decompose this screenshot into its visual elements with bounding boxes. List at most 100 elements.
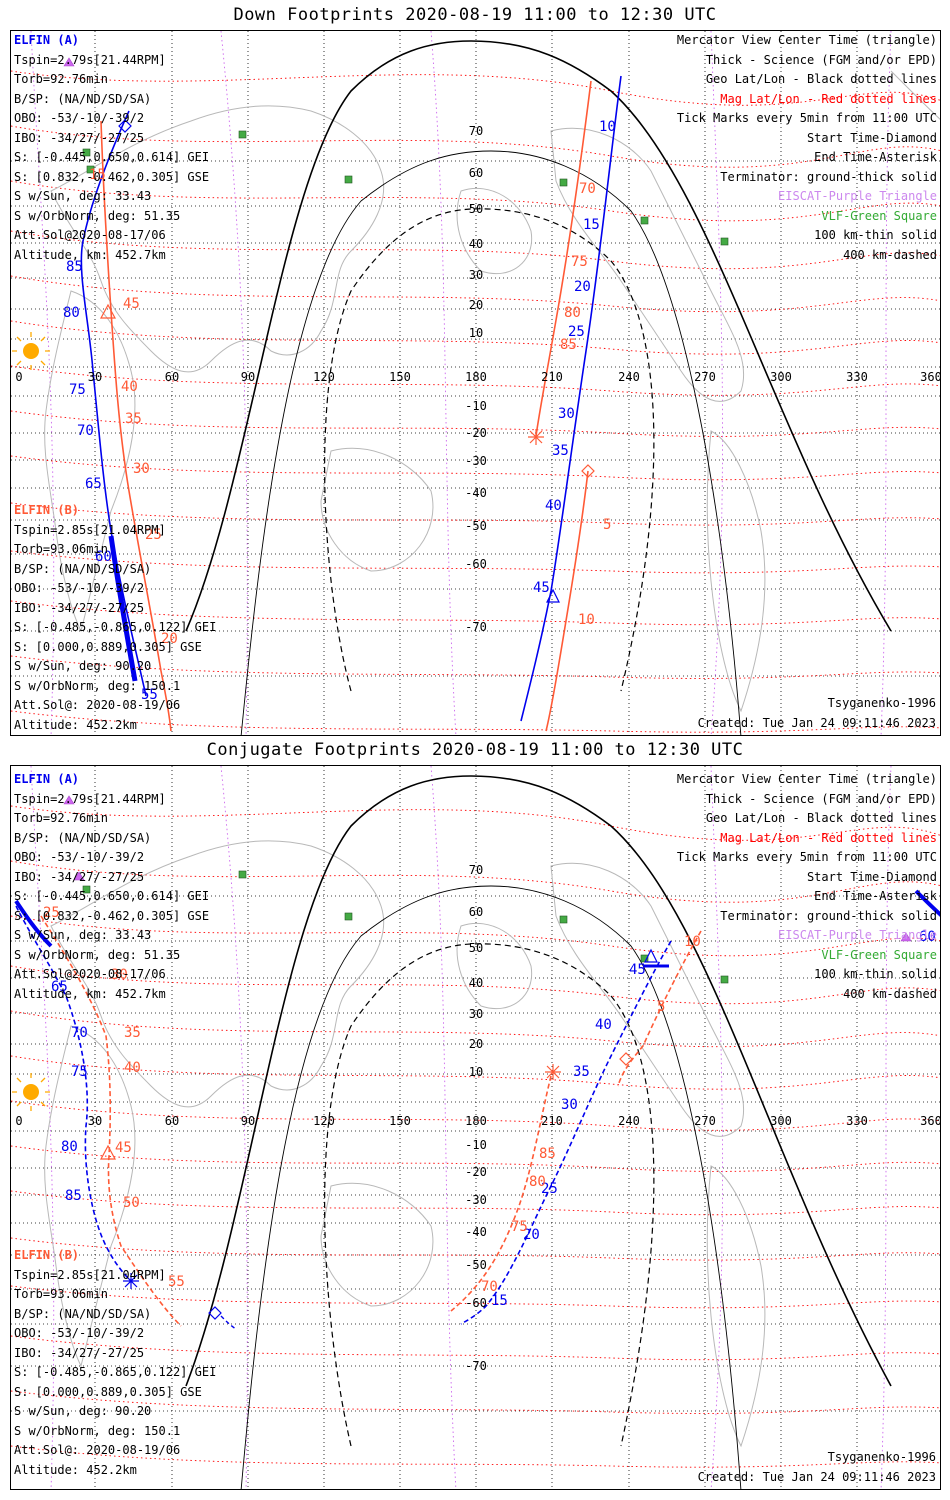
elfin-a-conj-track-left	[15, 905, 132, 1282]
elfin-a-line: S w/Sun, deg: 33.43	[14, 189, 152, 203]
mag-lon-grid	[30, 31, 892, 735]
lat-label: -20	[465, 426, 487, 440]
elfin-a-line: S: [-0.445,0.650,0.614] GEI	[14, 889, 210, 903]
elfin-a-line: S w/OrbNorm, deg: 51.35	[14, 947, 181, 962]
lon-label: 270	[694, 370, 716, 384]
elfin-b-line: S w/Sun, deg: 90.20	[14, 1404, 152, 1418]
lon-label: 180	[465, 1114, 487, 1128]
elfin-b-line: Tspin=2.85s[21.04RPM]	[14, 522, 166, 537]
elfin-a-tick-label: 20	[574, 279, 591, 295]
elfin-b-center-triangle	[99, 1144, 117, 1160]
elfin-a-line: Tspin=2.79s[21.44RPM]	[14, 791, 166, 806]
elfin-a-line: Torb=92.76min	[14, 811, 108, 825]
eiscat-triangle	[73, 871, 85, 881]
lat-label: 10	[469, 1065, 483, 1079]
elfin-a-tick-label: 70	[71, 1025, 88, 1041]
legend-item: Mag Lat/Lon - Red dotted lines	[720, 830, 937, 845]
lon-label: 150	[389, 370, 411, 384]
elfin-b-line: Torb=93.06min	[14, 1287, 108, 1301]
elfin-b-tick-label: 75	[511, 1219, 528, 1235]
elfin-b-tick-label: 35	[124, 1025, 141, 1041]
lat-label: 70	[469, 863, 483, 877]
lat-label: 10	[469, 326, 483, 340]
lon-label: 360	[920, 370, 941, 384]
lon-label: 180	[465, 370, 487, 384]
elfin-a-line: B/SP: (NA/ND/SD/SA)	[14, 91, 152, 106]
elfin-b-line: Att.Sol@: 2020-08-19/06	[14, 1443, 181, 1457]
legend-item: VLF-Green Square	[821, 947, 937, 962]
elfin-b-down-track-upper	[535, 80, 592, 437]
elfin-b-tick-label: 50	[123, 1195, 140, 1211]
elfin-b-tick-label: 40	[124, 1060, 141, 1076]
elfin-a-line: IBO: -34/27/-27/25	[14, 130, 145, 145]
lon-label: 240	[618, 1114, 640, 1128]
legend-item: VLF-Green Square	[821, 208, 937, 223]
lon-label: 270	[694, 1114, 716, 1128]
elfin-b-line: S: [-0.485,-0.865,0.122] GEI	[14, 1365, 217, 1379]
lat-label: 30	[469, 268, 483, 282]
elfin-a-center-triangle	[644, 948, 658, 963]
elfin-a-tick-label: 65	[51, 979, 68, 995]
lat-label: -40	[465, 1225, 487, 1239]
legend-item: 100 km-thin solid	[814, 967, 937, 981]
legend-item: Start Time-Diamond	[806, 130, 937, 145]
elfin-b-tick-label: 35	[125, 411, 142, 427]
elfin-b-info-block: ELFIN (B) Tspin=2.85s[21.04RPM] Torb=93.…	[14, 1246, 216, 1480]
legend-item: Start Time-Diamond	[806, 869, 937, 884]
lat-label: 60	[469, 905, 483, 919]
elfin-b-line: Torb=93.06min	[14, 542, 108, 556]
elfin-b-center-triangle	[99, 303, 117, 319]
terminator-400km	[324, 208, 655, 692]
legend-item: Tick Marks every 5min from 11:00 UTC	[676, 850, 937, 864]
elfin-b-tick-label: 20	[161, 631, 178, 647]
lat-label: 60	[469, 166, 483, 180]
mag-lon-grid	[30, 766, 892, 1489]
lat-label: -40	[465, 486, 487, 500]
elfin-a-line: Altitude, km: 452.7km	[14, 986, 166, 1001]
tick-labels: 6570758085454035302520156025303540455055…	[43, 905, 936, 1309]
elfin-a-center-triangle	[546, 588, 560, 603]
elfin-a-tick-label: 25	[568, 324, 585, 340]
lat-label: -60	[465, 557, 487, 571]
elfin-a-line: Att.Sol@2020-08-17/06	[14, 967, 166, 981]
legend-item: Geo Lat/Lon - Black dotted lines	[705, 72, 937, 86]
elfin-b-down-track-left	[100, 120, 172, 732]
lat-label: 20	[469, 298, 483, 312]
lat-label: -70	[465, 1359, 487, 1373]
lat-label: -30	[465, 454, 487, 468]
elfin-a-tick-label: 75	[69, 382, 86, 398]
elfin-b-label: ELFIN (B)	[14, 503, 80, 517]
elfin-b-end-asterisk	[545, 1064, 561, 1080]
elfin-a-tick-label: 35	[552, 443, 569, 459]
elfin-b-line: Altitude: 452.2km	[14, 717, 137, 732]
conjugate-footprints-map: 0 30 60 90 120 150 180 210 240 270 300 330 360 70 60 5…	[10, 765, 941, 1490]
elfin-a-tick-label: 85	[65, 1188, 82, 1204]
elfin-b-conj-track-left	[40, 915, 182, 1327]
lat-axis-labels: 70 60 50 40 30 20 10 -10 -20 -30 -40 -50 -60 -70	[465, 124, 487, 634]
elfin-a-science-segment	[108, 535, 138, 682]
terminator-ground	[185, 40, 892, 632]
lat-label: 50	[469, 941, 483, 955]
lat-label: -50	[465, 519, 487, 533]
elfin-b-line: B/SP: (NA/ND/SD/SA)	[14, 1306, 152, 1321]
elfin-a-line: S w/Sun, deg: 33.43	[14, 928, 152, 942]
lon-label: 120	[313, 1114, 335, 1128]
legend-item: Mag Lat/Lon - Red dotted lines	[720, 91, 937, 106]
legend-item: 400 km-dashed	[843, 247, 937, 262]
legend-item: Mercator View Center Time (triangle)	[676, 772, 937, 786]
elfin-a-line: IBO: -34/27/-27/25	[14, 869, 145, 884]
elfin-b-line: OBO: -53/-10/-39/2	[14, 581, 145, 595]
lat-label: -10	[465, 399, 487, 413]
map-legend: Mercator View Center Time (triangle) Thi…	[677, 31, 937, 265]
lon-label: 30	[88, 370, 102, 384]
lon-label: 60	[165, 370, 179, 384]
elfin-a-conj-science-left	[14, 899, 53, 948]
lat-label: -60	[465, 1296, 487, 1310]
elfin-a-line: OBO: -53/-10/-39/2	[14, 850, 145, 864]
elfin-a-line: Altitude, km: 452.7km	[14, 247, 166, 262]
eiscat-triangle	[63, 57, 75, 67]
lon-axis-labels: 0 30 60 90 120 150 180 210 240 270 300 330 360	[15, 370, 941, 384]
elfin-a-tick-label: 45	[533, 580, 550, 596]
elfin-a-tick-label: 80	[61, 1139, 78, 1155]
elfin-b-tick-label: 25	[145, 527, 162, 543]
